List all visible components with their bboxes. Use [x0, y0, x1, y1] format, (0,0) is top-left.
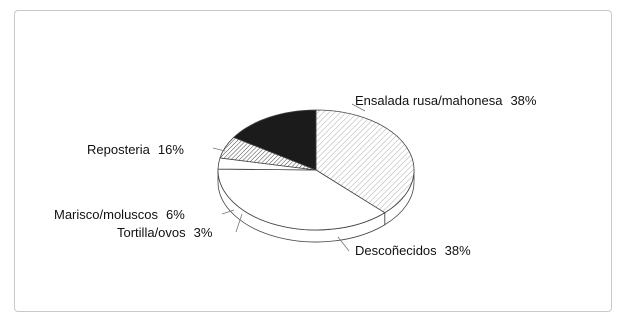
leader-line-tortilla [235, 213, 243, 233]
label-reposteria: Reposteria 16% [87, 142, 184, 157]
pie-slice-ensalada-rusa-mahonesa [315, 109, 415, 214]
pie-slice-reposteria [233, 109, 317, 171]
label-ensalada: Ensalada rusa/mahonesa 38% [355, 93, 537, 108]
label-marisco: Marisco/moluscos 6% [54, 207, 185, 222]
leader-line-reposteria [212, 147, 226, 152]
leader-line-descone [337, 236, 350, 252]
leader-line-marisco [221, 209, 235, 215]
leader-line-ensalada [351, 103, 366, 112]
pie-slice-desco-ecidos [217, 168, 386, 231]
label-tortilla: Tortilla/ovos 3% [117, 225, 213, 240]
label-descone: Descoñecidos 38% [355, 243, 471, 258]
